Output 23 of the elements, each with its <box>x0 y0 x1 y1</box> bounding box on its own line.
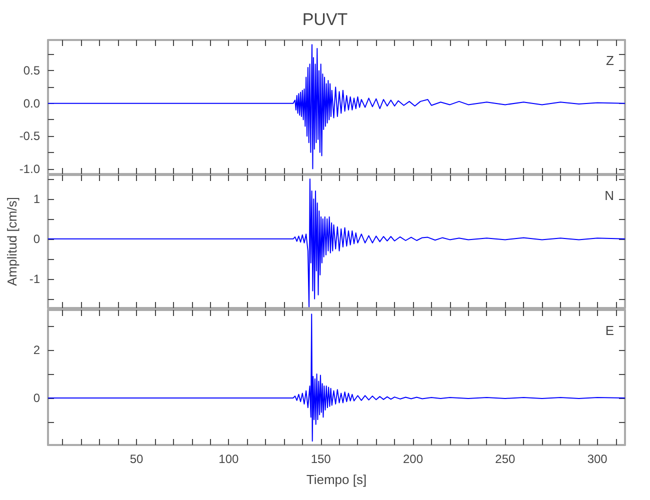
y-tick-label: 0 <box>33 232 40 246</box>
y-tick-label: 0.5 <box>23 64 40 78</box>
y-tick-label: -0.5 <box>19 129 40 144</box>
annotation: Z <box>606 53 614 68</box>
y-axis-title: Amplitud [cm/s] <box>4 197 20 286</box>
x-tick-label: 100 <box>218 452 239 466</box>
x-axis-title: Tiempo [s] <box>306 472 367 487</box>
x-tick-label: 250 <box>495 452 516 466</box>
x-tick-label: 300 <box>587 452 608 466</box>
annotation: E <box>605 323 614 338</box>
chart-title: PUVT <box>302 10 348 29</box>
annotation: N <box>604 188 614 203</box>
y-tick-label: 1 <box>33 192 40 206</box>
y-tick-label: 0.0 <box>23 96 40 110</box>
x-tick-label: 50 <box>130 452 144 466</box>
y-tick-label: -1 <box>29 272 40 286</box>
y-tick-label: -1.0 <box>19 162 40 176</box>
x-tick-label: 150 <box>310 452 332 466</box>
y-tick-label: 0 <box>33 391 40 405</box>
line-series <box>48 44 626 170</box>
y-tick-label: 2 <box>33 343 40 358</box>
line-series <box>48 314 626 442</box>
x-tick-label: 200 <box>402 452 424 466</box>
